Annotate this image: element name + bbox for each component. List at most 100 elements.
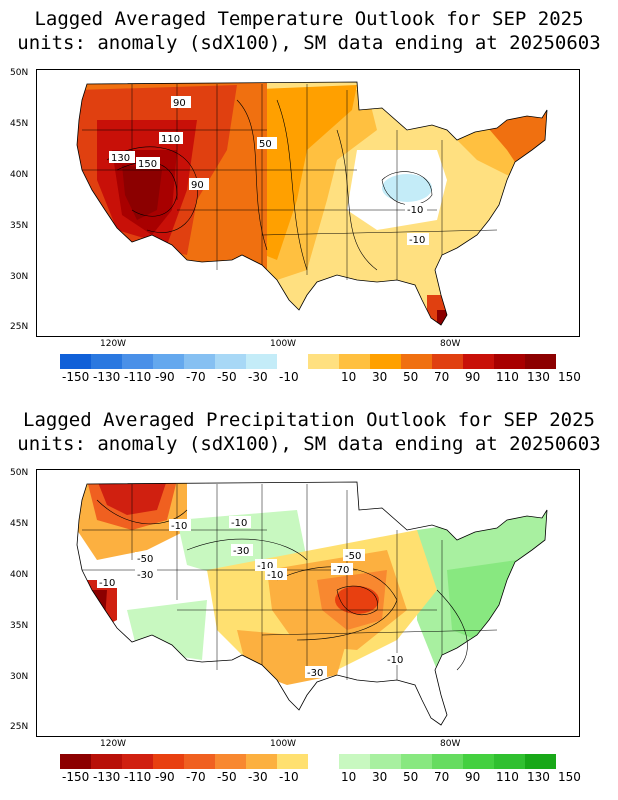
temp-contour-label: 130 — [111, 153, 130, 164]
temp-colorbar-tick-label: -10 — [279, 370, 299, 384]
precip-colorbar-tick-label: 30 — [372, 770, 388, 784]
temperature-map: 90 110 130 150 90 50 -10 -10 — [36, 69, 580, 337]
precip-lat-label-50n: 50N — [10, 468, 29, 478]
precip-contour-label: -30 — [137, 570, 153, 581]
temp-lat-label-35n: 35N — [10, 221, 29, 231]
precip-colorbar-tick-label: -110 — [124, 770, 152, 784]
precip-contour-label: -10 — [387, 655, 403, 666]
temperature-title-line1: Lagged Averaged Temperature Outlook for … — [34, 8, 584, 30]
temp-colorbar-tick-label: -130 — [93, 370, 121, 384]
precip-colorbar-swatch — [339, 754, 370, 769]
temp-lat-label-50n: 50N — [10, 68, 29, 78]
precip-colorbar-swatch — [60, 754, 91, 769]
temp-colorbar-swatch — [60, 354, 91, 369]
temp-colorbar-swatch — [215, 354, 246, 369]
precip-colorbar-tick-label: -150 — [62, 770, 90, 784]
precip-contour-label: -10 — [231, 518, 247, 529]
temp-colorbar-tick-label: -30 — [248, 370, 268, 384]
temp-colorbar-swatch — [401, 354, 432, 369]
precip-colorbar-tick-label: -30 — [248, 770, 268, 784]
precip-colorbar-swatch — [153, 754, 184, 769]
temp-colorbar-tick-label: -110 — [124, 370, 152, 384]
temp-colorbar-tick-label: 70 — [434, 370, 450, 384]
precip-contour-label: -70 — [333, 565, 349, 576]
temp-lat-label-40n: 40N — [10, 170, 29, 180]
temp-colorbar-swatch — [122, 354, 153, 369]
temp-lat-label-45n: 45N — [10, 119, 29, 129]
temp-lat-label-25n: 25N — [10, 322, 29, 332]
temp-lat-label-30n: 30N — [10, 272, 29, 282]
temp-colorbar-tick-label: -50 — [217, 370, 237, 384]
temp-contour-label: -10 — [407, 205, 423, 216]
temp-contour-label: 110 — [161, 134, 180, 145]
temp-colorbar-tick-label: 10 — [341, 370, 357, 384]
precip-contour-label: -10 — [257, 561, 273, 572]
temp-colorbar-tick-label: -90 — [155, 370, 175, 384]
precip-lat-label-35n: 35N — [10, 621, 29, 631]
precip-contour-label: -50 — [137, 554, 153, 565]
temp-colorbar-tick-label: 30 — [372, 370, 388, 384]
temp-lon-label-80w: 80W — [440, 339, 461, 349]
precip-colorbar-tick-label: -70 — [186, 770, 206, 784]
precip-contour-label: -10 — [99, 578, 115, 589]
precip-colorbar-swatch — [525, 754, 556, 769]
temp-colorbar-tick-label: 110 — [496, 370, 519, 384]
precip-colorbar-tick-label: 90 — [465, 770, 481, 784]
temp-colorbar-swatch — [277, 354, 308, 369]
precip-colorbar-tick-label: -90 — [155, 770, 175, 784]
precipitation-map: -10 -10 -30 -50 -30 -10 -10 -10 -50 -70 … — [36, 469, 580, 737]
precip-colorbar-tick-label: -130 — [93, 770, 121, 784]
temp-colorbar-tick-label: -70 — [186, 370, 206, 384]
precipitation-title-line2: units: anomaly (sdX100), SM data ending … — [17, 433, 601, 455]
precip-colorbar-tick-label: -50 — [217, 770, 237, 784]
temp-colorbar-swatch — [370, 354, 401, 369]
precip-lon-label-100w: 100W — [270, 739, 297, 749]
precip-contour-label: -30 — [307, 668, 323, 679]
temp-colorbar-swatch — [525, 354, 556, 369]
precip-colorbar-swatch — [184, 754, 215, 769]
temp-contour-label: 150 — [138, 159, 157, 170]
precip-colorbar-swatch — [122, 754, 153, 769]
precip-lon-label-80w: 80W — [440, 739, 461, 749]
temp-contour-label: 50 — [259, 139, 272, 150]
temp-colorbar-swatch — [432, 354, 463, 369]
temp-colorbar-swatch — [494, 354, 525, 369]
precip-contour-label: -10 — [267, 570, 283, 581]
temp-lon-label-120w: 120W — [100, 339, 127, 349]
precip-colorbar-swatch — [370, 754, 401, 769]
temp-contour-label: 90 — [173, 98, 186, 109]
precip-colorbar-tick-label: 150 — [558, 770, 581, 784]
precip-colorbar-tick-label: 10 — [341, 770, 357, 784]
precip-colorbar-swatch — [215, 754, 246, 769]
temp-contour-label: 90 — [191, 180, 204, 191]
precip-colorbar-tick-label: 50 — [403, 770, 419, 784]
precip-colorbar-swatch — [401, 754, 432, 769]
precip-lat-label-40n: 40N — [10, 570, 29, 580]
precip-colorbar-tick-label: -10 — [279, 770, 299, 784]
precip-colorbar-swatch — [277, 754, 308, 769]
precip-lon-label-120w: 120W — [100, 739, 127, 749]
temp-colorbar-swatch — [246, 354, 277, 369]
precip-lat-label-45n: 45N — [10, 519, 29, 529]
temp-colorbar-tick-label: 90 — [465, 370, 481, 384]
precip-colorbar-swatch — [308, 754, 339, 769]
precip-colorbar-swatch — [463, 754, 494, 769]
precip-colorbar-tick-label: 70 — [434, 770, 450, 784]
precip-colorbar-swatch — [432, 754, 463, 769]
precip-contour-label: -10 — [171, 521, 187, 532]
temp-colorbar-swatch — [308, 354, 339, 369]
temp-lon-label-100w: 100W — [270, 339, 297, 349]
precip-contour-label: -50 — [345, 551, 361, 562]
precip-colorbar-tick-label: 110 — [496, 770, 519, 784]
precip-colorbar-swatch — [246, 754, 277, 769]
precip-contour-label: -30 — [233, 546, 249, 557]
temp-colorbar-swatch — [91, 354, 122, 369]
temp-colorbar-tick-label: 50 — [403, 370, 419, 384]
precip-lat-label-25n: 25N — [10, 722, 29, 732]
precip-colorbar-tick-label: 130 — [527, 770, 550, 784]
temp-colorbar-tick-label: 130 — [527, 370, 550, 384]
temp-contour-label: -10 — [409, 235, 425, 246]
temp-colorbar-swatch — [339, 354, 370, 369]
temperature-title-line2: units: anomaly (sdX100), SM data ending … — [17, 32, 601, 54]
temp-colorbar-swatch — [184, 354, 215, 369]
